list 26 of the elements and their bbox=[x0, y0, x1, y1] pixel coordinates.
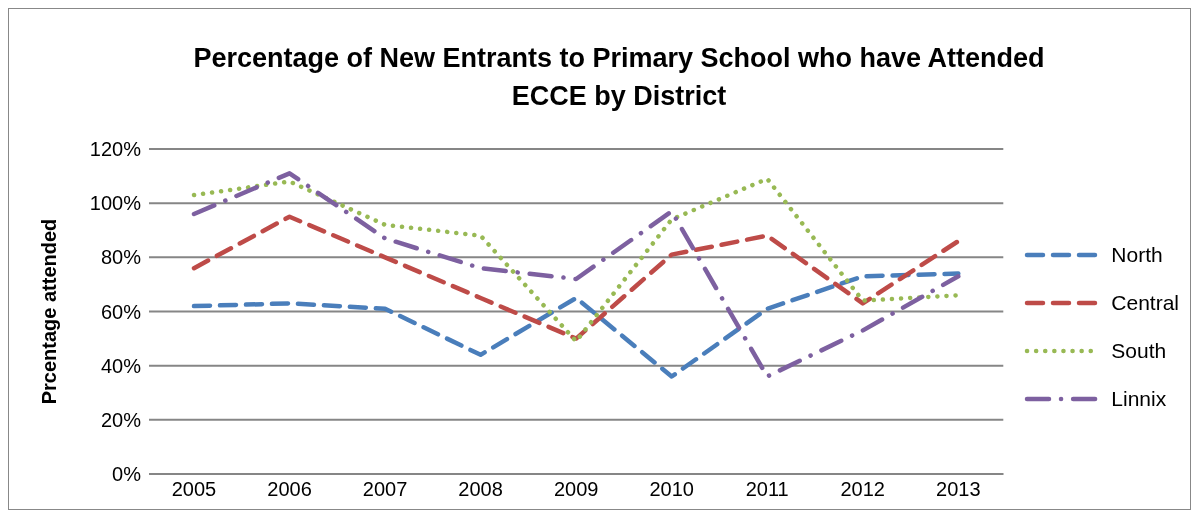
line-series bbox=[191, 176, 961, 344]
x-tick-label: 2007 bbox=[362, 478, 408, 501]
line-series bbox=[191, 214, 961, 341]
legend-label: North bbox=[1111, 242, 1163, 267]
x-tick-label: 2012 bbox=[840, 478, 886, 501]
x-tick-label: 2008 bbox=[458, 478, 503, 501]
y-axis-title: Prcentage attended bbox=[38, 218, 61, 405]
legend-label: Linnix bbox=[1111, 386, 1167, 411]
x-tick-label: 2009 bbox=[553, 478, 599, 501]
y-tick-label: 0% bbox=[112, 463, 142, 486]
chart-title: Percentage of New Entrants to Primary School who have Attended ECCE by District bbox=[192, 42, 1046, 113]
y-tick-label: 100% bbox=[89, 192, 142, 215]
x-tick-label: 2005 bbox=[171, 478, 217, 501]
x-tick-label: 2011 bbox=[745, 478, 789, 501]
x-tick-label: 2010 bbox=[649, 478, 694, 501]
y-tick-label: 40% bbox=[100, 354, 142, 377]
x-tick-label: 2006 bbox=[267, 478, 312, 501]
y-tick-label: 20% bbox=[100, 408, 142, 431]
y-tick-label: 120% bbox=[89, 138, 142, 161]
legend-label: Central bbox=[1111, 290, 1179, 315]
x-tick-label: 2013 bbox=[936, 478, 981, 501]
y-tick-label: 80% bbox=[100, 246, 142, 269]
y-tick-label: 60% bbox=[100, 300, 142, 323]
line-series bbox=[191, 271, 961, 379]
line-series bbox=[191, 171, 961, 379]
legend-label: South bbox=[1111, 338, 1167, 363]
